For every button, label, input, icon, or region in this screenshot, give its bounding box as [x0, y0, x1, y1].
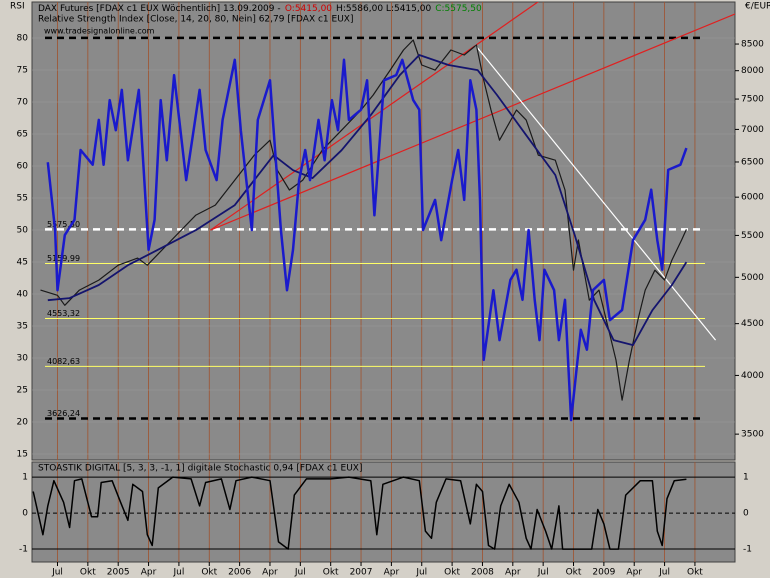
y2-tick-label: 6500 — [741, 157, 764, 167]
title-part: C:5575,50 — [435, 4, 482, 14]
y2-tick-label: 5500 — [741, 231, 764, 241]
y-tick-label: 1 — [22, 473, 28, 483]
y2-axis-label: €/EUR — [745, 2, 770, 12]
x-tick-label: Jul — [172, 568, 184, 578]
chart-title: DAX Futures [FDAX c1 EUX Wöchentlich] 13… — [38, 4, 482, 14]
y-tick-label-right: 0 — [743, 509, 749, 519]
series-line — [40, 39, 687, 401]
chart-subtitle: Relative Strength Index [Close, 14, 20, … — [38, 15, 353, 25]
y-tick-label: 40 — [17, 290, 29, 300]
x-tick-label: Jul — [415, 568, 427, 578]
level-label: 4082,63 — [47, 357, 80, 366]
level-label: 5159,99 — [47, 254, 80, 263]
x-tick-label: Jul — [537, 568, 549, 578]
source: www.tradesignalonline.com — [44, 27, 155, 36]
y-axis-label: RSI — [10, 2, 25, 12]
title-part: DAX Futures [FDAX c1 EUX Wöchentlich] 13… — [38, 4, 281, 14]
x-tick-label: 2009 — [592, 568, 615, 578]
x-tick-label: Okt — [566, 568, 582, 578]
y-tick-label: 70 — [17, 98, 29, 108]
x-tick-label: Okt — [444, 568, 460, 578]
trend-line — [210, 13, 735, 231]
y-tick-label: 55 — [17, 194, 28, 204]
y-tick-label: 30 — [17, 353, 29, 363]
y2-tick-label: 4000 — [741, 371, 764, 381]
x-tick-label: 2007 — [350, 568, 373, 578]
title-part: H:5586,00 L:5415,00 — [336, 4, 431, 14]
x-tick-label: 2005 — [107, 568, 130, 578]
x-tick-label: Apr — [626, 568, 642, 578]
y-tick-label: 80 — [17, 34, 29, 44]
series-line — [32, 476, 687, 550]
y-tick-label: 50 — [17, 226, 29, 236]
y2-tick-label: 3500 — [741, 430, 764, 440]
y-tick-label: 60 — [17, 162, 29, 172]
y2-tick-label: 7500 — [741, 95, 764, 105]
trend-line — [474, 44, 717, 341]
level-label: 4553,32 — [47, 309, 80, 318]
x-tick-label: Okt — [80, 568, 96, 578]
x-tick-label: 2008 — [471, 568, 494, 578]
y2-tick-label: 4500 — [741, 319, 764, 329]
x-tick-label: Okt — [687, 568, 703, 578]
x-tick-label: Jul — [51, 568, 63, 578]
title-part: O:5415,00 — [285, 4, 332, 14]
x-tick-label: 2006 — [228, 568, 251, 578]
series-line — [46, 58, 688, 422]
x-tick-label: Apr — [384, 568, 400, 578]
y-tick-label: 15 — [17, 449, 28, 459]
chart-title: STOASTIK DIGITAL [5, 3, 3, -1, 1] digita… — [38, 464, 362, 474]
y-tick-label: 65 — [17, 130, 28, 140]
level-label: 3626,24 — [47, 409, 80, 418]
plot-area — [31, 1, 736, 461]
plot-layer: 5575,50 5159,99 4553,32 4082,63 3626,24 — [32, 2, 735, 460]
y2-tick-label: 6000 — [741, 193, 764, 203]
plot-layer — [32, 462, 735, 562]
x-tick-label: Apr — [262, 568, 278, 578]
x-tick-label: Jul — [658, 568, 670, 578]
x-tick-label: Apr — [141, 568, 157, 578]
level-label: 5575,50 — [47, 220, 80, 229]
plot-area — [31, 461, 736, 563]
x-tick-label: Okt — [201, 568, 217, 578]
y-tick-label-right: 1 — [743, 473, 749, 483]
x-tick-label: Apr — [505, 568, 521, 578]
trend-line — [210, 2, 539, 231]
y-tick-label: 35 — [17, 321, 28, 331]
y-tick-label: 75 — [17, 66, 28, 76]
x-tick-label: Jul — [294, 568, 306, 578]
y2-tick-label: 7000 — [741, 125, 764, 135]
y-tick-label-right: -1 — [743, 545, 752, 555]
y-tick-label: -1 — [19, 545, 28, 555]
y-tick-label: 45 — [17, 258, 28, 268]
series-line — [47, 54, 688, 346]
y-tick-label: 0 — [22, 509, 28, 519]
y2-tick-label: 8500 — [741, 40, 764, 50]
y-tick-label: 20 — [17, 417, 29, 427]
y-tick-label: 25 — [17, 385, 28, 395]
y2-tick-label: 5000 — [741, 273, 764, 283]
x-tick-label: Okt — [323, 568, 339, 578]
y2-tick-label: 8000 — [741, 66, 764, 76]
